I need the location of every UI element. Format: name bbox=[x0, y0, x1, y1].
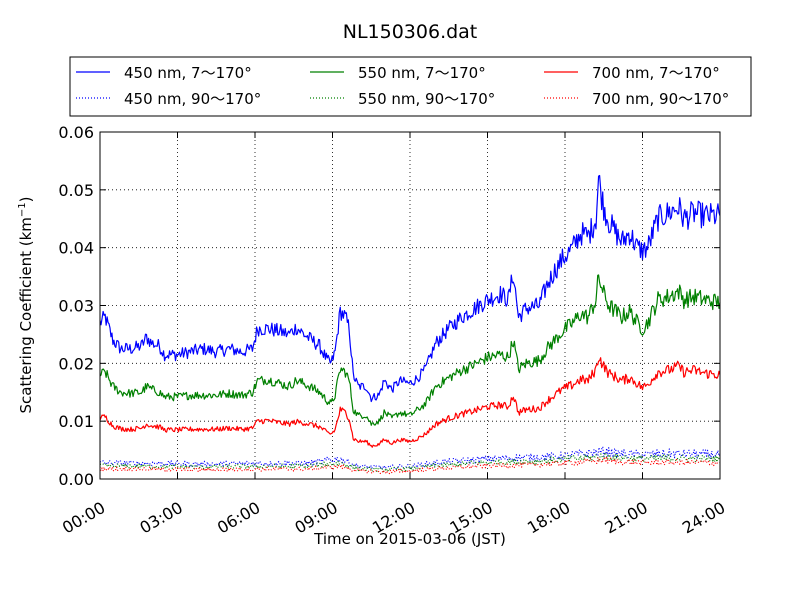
y-tick-label: 0.06 bbox=[58, 123, 94, 142]
y-tick-label: 0.04 bbox=[58, 239, 94, 258]
legend-label: 550 nm, 7～170° bbox=[358, 64, 486, 82]
series-line-3 bbox=[99, 357, 721, 448]
y-axis-label-tail: ) bbox=[17, 196, 35, 202]
series-layer bbox=[99, 174, 721, 475]
series-line-2 bbox=[99, 274, 721, 426]
chart-title: NL150306.dat bbox=[343, 21, 478, 43]
legend-box bbox=[69, 56, 752, 117]
x-tick-label: 21:00 bbox=[601, 498, 650, 538]
y-tick-label: 0.05 bbox=[58, 181, 94, 200]
y-tick-label: 0.00 bbox=[58, 470, 94, 489]
y-axis-label-main: Scattering Coefficient (km bbox=[17, 217, 35, 413]
legend-label: 700 nm, 90～170° bbox=[592, 90, 729, 108]
x-tick-label: 06:00 bbox=[214, 498, 263, 538]
legend-label: 550 nm, 90～170° bbox=[358, 90, 495, 108]
legend-label: 700 nm, 7～170° bbox=[592, 64, 720, 82]
x-tick-label: 18:00 bbox=[524, 498, 573, 538]
legend-label: 450 nm, 90～170° bbox=[124, 90, 261, 108]
series-line-5 bbox=[99, 452, 721, 473]
y-tick-label: 0.02 bbox=[58, 354, 94, 373]
x-tick-label: 00:00 bbox=[59, 498, 108, 538]
x-tick-label: 24:00 bbox=[679, 498, 728, 538]
y-tick-label: 0.01 bbox=[58, 412, 94, 431]
y-tick-label: 0.03 bbox=[58, 297, 94, 316]
legend-label: 450 nm, 7～170° bbox=[124, 64, 252, 82]
y-axis: 0.00 0.01 0.02 0.03 0.04 0.05 0.06 bbox=[58, 123, 720, 489]
x-tick-label: 03:00 bbox=[136, 498, 185, 538]
series-line-1 bbox=[99, 174, 721, 403]
x-axis-label: Time on 2015-03-06 (JST) bbox=[313, 530, 506, 548]
series-line-4 bbox=[99, 446, 721, 470]
y-axis-label-superscript: −1 bbox=[17, 202, 28, 217]
series-line-6 bbox=[99, 456, 721, 475]
y-axis-label: Scattering Coefficient (km−1) bbox=[17, 196, 35, 413]
legend: 450 nm, 7～170° 550 nm, 7～170° 700 nm, 7～17… bbox=[69, 56, 752, 117]
